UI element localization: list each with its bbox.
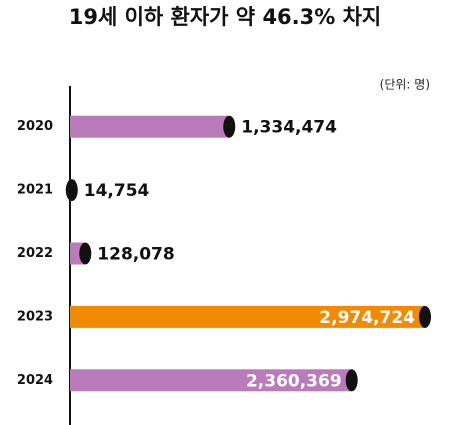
value-label: 1,334,474 <box>241 118 337 138</box>
y-tick-label: 2020 <box>17 119 53 134</box>
y-tick-label: 2021 <box>17 183 53 198</box>
bar <box>70 369 352 392</box>
value-label: 14,754 <box>84 181 150 201</box>
bar <box>70 305 425 328</box>
chart-title: 19세 이하 환자가 약 46.3% 차지 <box>69 5 382 29</box>
bar-cap <box>79 242 92 265</box>
y-tick-label: 2024 <box>17 373 53 388</box>
bar-cap <box>223 115 236 138</box>
y-tick-label: 2023 <box>17 309 53 324</box>
bar <box>70 115 230 138</box>
value-label: 2,360,369 <box>246 371 342 391</box>
y-tick-label: 2022 <box>17 246 53 261</box>
value-label: 128,078 <box>97 245 174 265</box>
bar-cap <box>345 369 358 392</box>
bar-cap <box>65 179 78 202</box>
value-label: 2,974,724 <box>319 308 415 328</box>
bar-cap <box>419 305 431 328</box>
unit-label: (단위: 명) <box>380 78 430 92</box>
